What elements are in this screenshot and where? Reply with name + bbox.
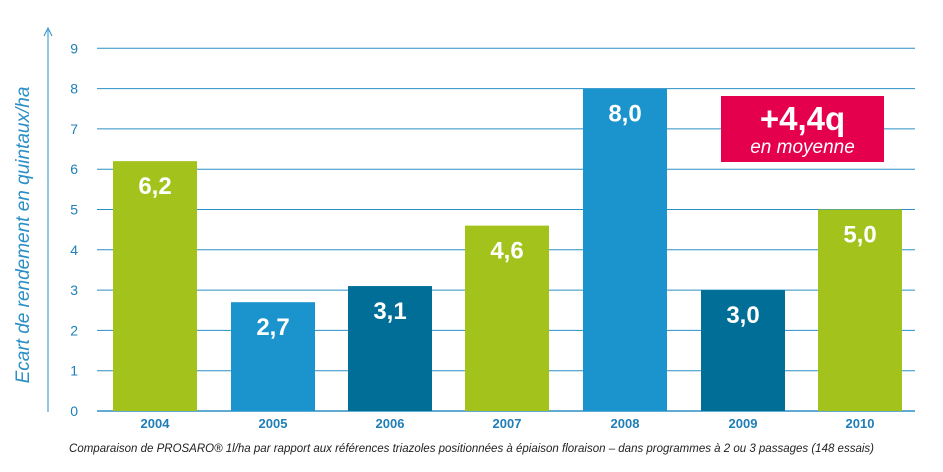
x-tick-label: 2008: [611, 416, 640, 431]
bar-value-label: 6,2: [138, 173, 171, 200]
y-tick-label: 8: [70, 81, 78, 97]
y-tick-label: 5: [70, 202, 78, 218]
bar-value-label: 3,0: [726, 302, 759, 329]
bar-2004: [113, 161, 197, 411]
x-tick-label: 2004: [141, 416, 171, 431]
y-tick-label: 6: [70, 161, 78, 177]
bars: 6,2 2,7 3,1 4,6 8,0 3,0 5,0: [113, 88, 902, 411]
x-tick-labels: 2004 2005 2006 2007 2008 2009 2010: [141, 416, 875, 431]
y-tick-labels: 0 1 2 3 4 5 6 7 8 9: [70, 40, 78, 419]
bar-value-label: 8,0: [608, 101, 641, 128]
y-tick-label: 3: [70, 282, 78, 298]
bar-value-label: 3,1: [373, 298, 406, 325]
average-value: +4,4q: [759, 100, 846, 137]
y-tick-label: 0: [70, 403, 78, 419]
chart-caption: Comparaison de PROSARO® 1l/ha par rappor…: [69, 443, 874, 455]
x-tick-label: 2007: [493, 416, 522, 431]
y-tick-label: 1: [70, 363, 78, 379]
bar-2006: [348, 286, 432, 411]
y-axis-label: Ecart de rendement en quintaux/ha: [4, 50, 44, 420]
x-tick-label: 2009: [729, 416, 758, 431]
x-tick-label: 2006: [376, 416, 405, 431]
y-tick-label: 2: [70, 322, 78, 338]
bar-value-label: 2,7: [256, 314, 289, 341]
bar-2009: [701, 290, 785, 411]
y-axis-label-text: Ecart de rendement en quintaux/ha: [13, 86, 34, 384]
y-axis-arrow-head: [43, 26, 53, 37]
y-tick-label: 7: [70, 121, 78, 137]
bar-2010: [818, 209, 902, 411]
y-tick-label: 9: [70, 40, 78, 56]
bar-value-label: 4,6: [490, 238, 523, 265]
bar-2005: [231, 302, 315, 411]
x-tick-label: 2005: [259, 416, 288, 431]
bar-2007: [465, 225, 549, 411]
bar-value-label: 5,0: [843, 222, 876, 249]
x-tick-label: 2010: [846, 416, 875, 431]
average-label: en moyenne: [750, 137, 855, 158]
bar-2008: [583, 88, 667, 411]
average-callout: +4,4q en moyenne: [721, 96, 884, 162]
y-tick-label: 4: [70, 242, 78, 258]
